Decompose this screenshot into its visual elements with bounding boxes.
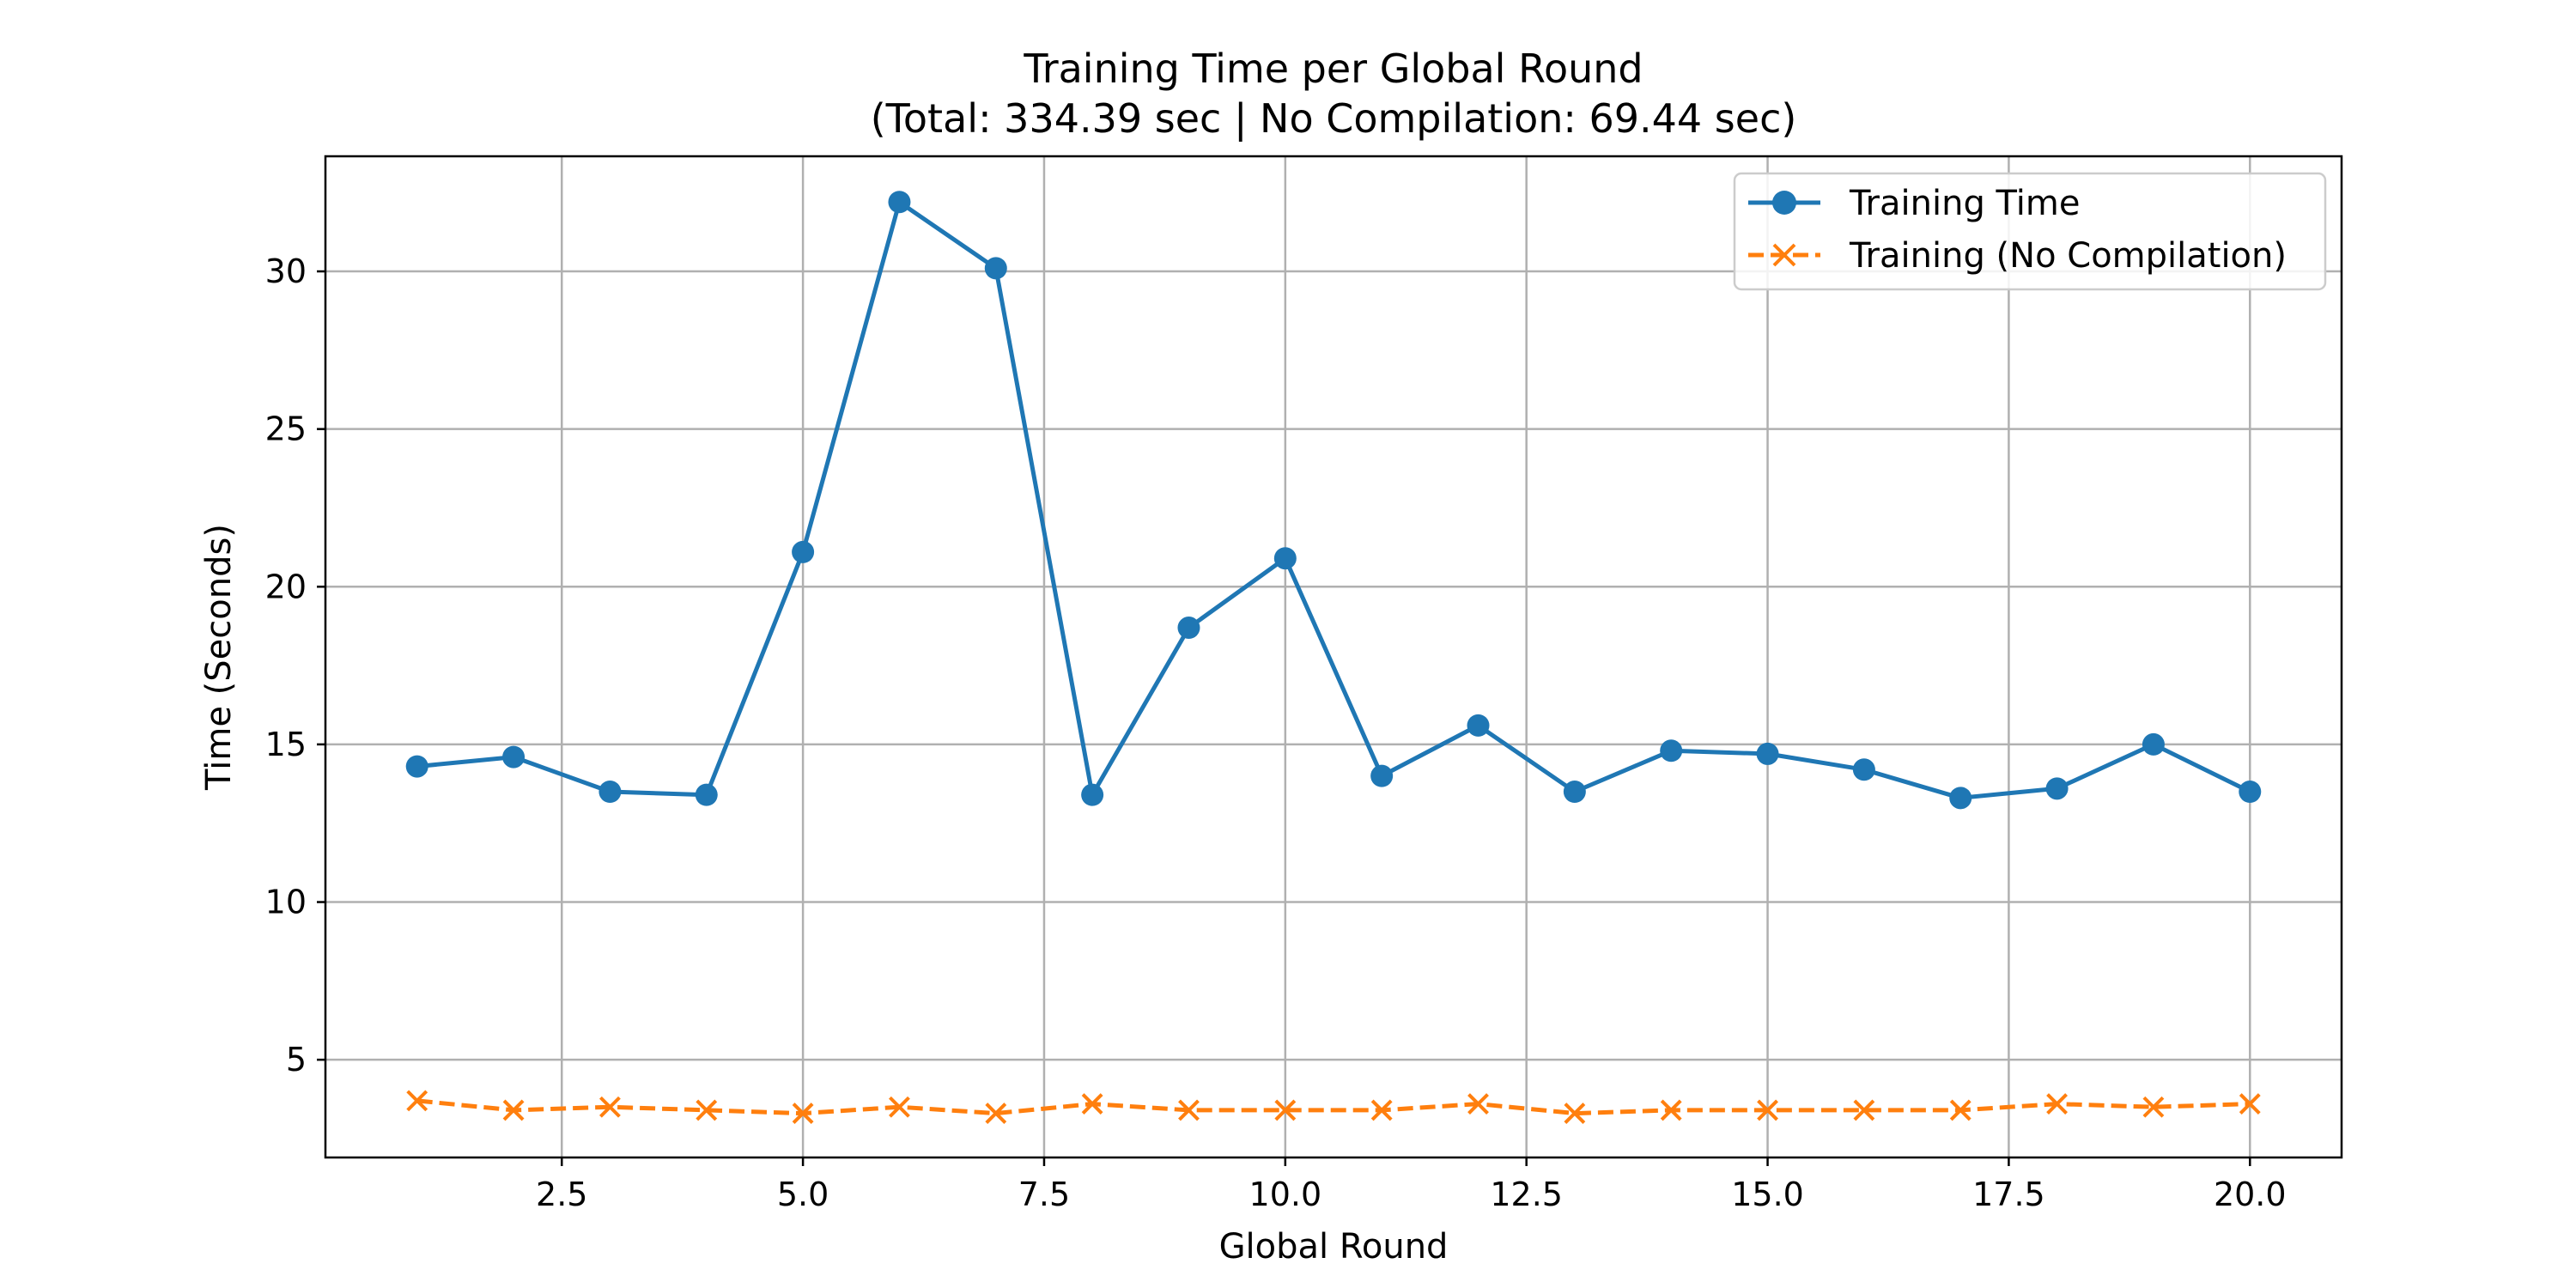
series-line-training-time <box>416 199 2251 800</box>
data-point-stroke <box>696 1099 718 1121</box>
data-point-training-no-compilation <box>1081 1093 1103 1115</box>
x-tick-label: 10.0 <box>1249 1176 1322 1213</box>
legend-label-training-no-compilation: Training (No Compilation) <box>1849 236 2287 276</box>
data-point-training-time <box>2045 777 2069 800</box>
x-axis-label: Global Round <box>1219 1227 1449 1267</box>
data-point-stroke <box>2142 1096 2165 1118</box>
legend-box <box>1733 172 2327 291</box>
data-point-stroke <box>2046 1093 2068 1115</box>
data-point-stroke <box>792 1103 814 1125</box>
data-point-training-time <box>984 257 1007 280</box>
data-point-training-no-compilation <box>1853 1099 1875 1121</box>
legend: Training Time Training (No Compilation) <box>1733 172 2327 291</box>
y-tick-label: 25 <box>265 410 307 448</box>
data-point-training-no-compilation <box>2046 1093 2068 1115</box>
data-point-stroke <box>599 1096 621 1118</box>
data-point-training-time <box>792 540 815 563</box>
data-point-training-time <box>1756 742 1779 765</box>
data-point-stroke <box>1081 1093 1103 1115</box>
data-point-stroke <box>1274 1099 1297 1121</box>
data-point-training-time <box>598 780 622 803</box>
data-point-training-time <box>1273 547 1297 570</box>
data-point-training-time <box>1563 780 1586 803</box>
data-point-stroke <box>502 1099 525 1121</box>
series-layer <box>405 191 2262 1125</box>
data-point-training-no-compilation <box>1178 1099 1200 1121</box>
y-axis: 5 10 15 20 25 30 <box>265 252 325 1078</box>
data-point-stroke <box>1757 1099 1778 1121</box>
legend-marker-training-time <box>1772 191 1796 215</box>
data-point-training-no-compilation <box>1757 1099 1778 1121</box>
data-point-training-time <box>695 783 718 806</box>
x-tick-label: 5.0 <box>777 1176 829 1213</box>
data-point-training-no-compilation <box>2142 1096 2165 1118</box>
data-point-stroke <box>889 1096 910 1118</box>
data-point-stroke <box>1564 1103 1586 1125</box>
y-tick-label: 15 <box>265 726 307 763</box>
data-point-stroke <box>1660 1099 1682 1121</box>
data-point-training-time <box>1370 764 1394 787</box>
data-point-stroke <box>406 1090 428 1112</box>
data-point-training-no-compilation <box>1370 1099 1393 1121</box>
data-point-stroke <box>1178 1099 1200 1121</box>
y-tick-label: 20 <box>265 568 307 605</box>
data-point-training-no-compilation <box>1274 1099 1297 1121</box>
data-point-stroke <box>1853 1099 1875 1121</box>
y-tick-label: 10 <box>265 884 307 921</box>
data-point-training-time <box>2239 780 2262 803</box>
data-point-training-no-compilation <box>696 1099 718 1121</box>
data-point-training-time <box>1177 617 1200 640</box>
plot-frame <box>324 155 2343 1159</box>
data-point-training-no-compilation <box>985 1103 1007 1125</box>
x-tick-label: 2.5 <box>536 1176 587 1213</box>
data-point-training-time <box>1081 783 1104 806</box>
data-point-training-time <box>1852 758 1875 781</box>
data-point-training-no-compilation <box>406 1090 428 1112</box>
data-point-stroke <box>1370 1099 1393 1121</box>
data-point-training-time <box>2142 732 2165 756</box>
data-point-training-no-compilation <box>1660 1099 1682 1121</box>
data-point-training-no-compilation <box>502 1099 525 1121</box>
series-line-training-no-compilation <box>416 1098 2251 1116</box>
data-point-stroke <box>985 1103 1007 1125</box>
x-tick-label: 15.0 <box>1731 1176 1804 1213</box>
x-tick-label: 20.0 <box>2214 1176 2287 1213</box>
data-point-training-no-compilation <box>889 1096 910 1118</box>
y-tick-label: 5 <box>286 1041 307 1078</box>
data-point-training-no-compilation <box>599 1096 621 1118</box>
x-tick-label: 17.5 <box>1972 1176 2045 1213</box>
data-point-training-time <box>502 745 526 769</box>
data-point-training-no-compilation <box>2239 1093 2261 1115</box>
legend-marker-training-no-compilation <box>1772 243 1796 267</box>
data-point-training-time <box>1467 714 1490 737</box>
chart-title: Training Time per Global Round <box>1023 46 1643 92</box>
grid <box>325 156 2342 1157</box>
data-point-training-no-compilation <box>1467 1093 1489 1115</box>
data-point-stroke <box>1467 1093 1489 1115</box>
y-axis-label: Time (Seconds) <box>199 524 239 791</box>
data-point-training-time <box>888 191 911 214</box>
x-axis: 2.5 5.0 7.5 10.0 12.5 15.0 17.5 20.0 <box>536 1157 2287 1213</box>
plot-background <box>325 156 2342 1157</box>
data-point-training-time <box>1660 739 1683 762</box>
data-point-training-time <box>405 755 428 778</box>
data-point-stroke <box>1949 1099 1971 1121</box>
data-point-training-no-compilation <box>792 1103 814 1125</box>
data-point-training-no-compilation <box>1949 1099 1971 1121</box>
y-tick-label: 30 <box>265 252 307 290</box>
x-tick-label: 12.5 <box>1490 1176 1563 1213</box>
data-point-training-no-compilation <box>1564 1103 1586 1125</box>
x-tick-label: 7.5 <box>1018 1176 1070 1213</box>
chart-subtitle: (Total: 334.39 sec | No Compilation: 69.… <box>871 95 1797 143</box>
data-point-training-time <box>1949 787 1972 810</box>
legend-label-training-time: Training Time <box>1849 184 2080 223</box>
data-point-stroke <box>2239 1093 2261 1115</box>
